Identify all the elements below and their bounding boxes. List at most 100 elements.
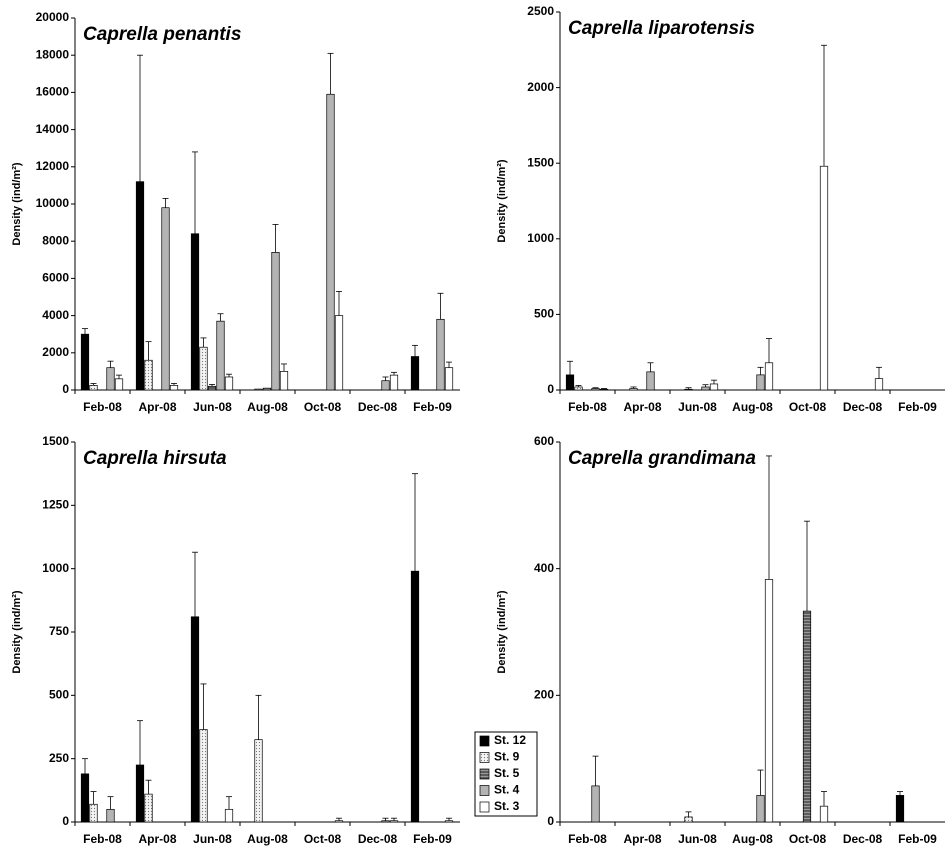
bar (410, 570, 420, 823)
y-tick-label: 20000 (36, 10, 70, 24)
bar (279, 371, 289, 391)
bar (684, 816, 693, 823)
x-tick-label: Apr-08 (138, 832, 176, 846)
y-tick-label: 12000 (36, 159, 70, 173)
y-tick-label: 14000 (36, 122, 70, 136)
x-tick-label: Feb-08 (83, 832, 122, 846)
bar (224, 376, 234, 391)
chart-title: Caprella grandimana (568, 448, 756, 469)
y-tick-label: 8000 (42, 233, 69, 247)
legend-swatch (479, 801, 490, 813)
x-tick-label: Oct-08 (789, 832, 827, 846)
y-tick-label: 1000 (42, 561, 69, 575)
y-tick-label: 16000 (36, 85, 70, 99)
bar (874, 378, 884, 391)
y-tick-label: 500 (49, 688, 69, 702)
x-tick-label: Aug-08 (247, 400, 288, 414)
legend-swatch (479, 735, 490, 747)
x-tick-label: Aug-08 (247, 832, 288, 846)
bar (207, 385, 217, 391)
y-tick-label: 250 (49, 751, 69, 765)
x-tick-label: Feb-09 (413, 400, 452, 414)
y-tick-label: 2500 (527, 4, 554, 18)
chart-title: Caprella penantis (83, 24, 241, 45)
y-tick-label: 0 (547, 814, 554, 828)
bar (444, 820, 454, 823)
bar (190, 233, 200, 391)
bar (80, 333, 90, 391)
y-tick-label: 1000 (527, 231, 554, 245)
legend-swatch (479, 768, 490, 780)
bar (89, 385, 98, 391)
x-tick-label: Oct-08 (304, 400, 342, 414)
bar (326, 93, 335, 391)
x-tick-label: Apr-08 (138, 400, 176, 414)
x-tick-label: Feb-09 (898, 400, 937, 414)
bar (684, 388, 693, 391)
y-tick-label: 1500 (527, 155, 554, 169)
y-tick-label: 6000 (42, 271, 69, 285)
bar (756, 795, 765, 823)
bar (224, 808, 234, 823)
y-tick-label: 0 (62, 814, 69, 828)
y-tick-label: 18000 (36, 47, 70, 61)
x-tick-label: Feb-08 (568, 832, 607, 846)
bar (819, 805, 829, 823)
bar (574, 386, 583, 391)
legend-swatch (479, 785, 490, 796)
y-tick-label: 750 (49, 624, 69, 638)
bar (646, 371, 655, 391)
y-axis-label: Density (ind/m²) (496, 159, 508, 242)
x-tick-label: Feb-08 (568, 400, 607, 414)
y-tick-label: 500 (534, 307, 554, 321)
y-tick-label: 400 (534, 561, 554, 575)
legend-label: St. 3 (494, 799, 520, 813)
bar (80, 773, 90, 823)
y-tick-label: 10000 (36, 196, 70, 210)
y-axis-label: Density (ind/m²) (11, 590, 23, 673)
y-tick-label: 600 (534, 434, 554, 448)
bar (135, 764, 145, 823)
bar (254, 388, 263, 391)
bar (436, 318, 445, 391)
x-tick-label: Jun-08 (678, 400, 717, 414)
y-tick-label: 1250 (42, 498, 69, 512)
bar (114, 378, 124, 391)
legend-swatch (479, 752, 490, 763)
bar (764, 579, 774, 823)
chart-title: Caprella hirsuta (83, 448, 227, 469)
bar (334, 820, 344, 823)
x-tick-label: Dec-08 (843, 832, 883, 846)
bar (381, 380, 390, 391)
y-axis-label: Density (ind/m²) (496, 590, 508, 673)
bar (262, 387, 272, 391)
bar (591, 388, 600, 391)
bar (629, 388, 638, 391)
x-tick-label: Feb-09 (898, 832, 937, 846)
x-tick-label: Jun-08 (193, 400, 232, 414)
bar (381, 820, 390, 823)
y-tick-label: 200 (534, 688, 554, 702)
x-tick-label: Dec-08 (358, 400, 398, 414)
legend-label: St. 9 (494, 750, 520, 764)
bar (819, 165, 829, 391)
bar (895, 795, 905, 823)
x-tick-label: Dec-08 (358, 832, 398, 846)
bar (410, 356, 420, 391)
bar (599, 388, 609, 391)
y-tick-label: 2000 (527, 80, 554, 94)
x-tick-label: Aug-08 (732, 832, 773, 846)
x-tick-label: Dec-08 (843, 400, 883, 414)
bar (389, 374, 399, 391)
y-tick-label: 0 (62, 382, 69, 396)
bar (389, 820, 399, 823)
bar (764, 362, 774, 391)
x-tick-label: Feb-09 (413, 832, 452, 846)
bar (161, 207, 170, 391)
x-tick-label: Jun-08 (193, 832, 232, 846)
x-tick-label: Apr-08 (623, 832, 661, 846)
bar (190, 616, 200, 823)
chart-title: Caprella liparotensis (568, 18, 755, 39)
x-tick-label: Jun-08 (678, 832, 717, 846)
bar (444, 367, 454, 391)
